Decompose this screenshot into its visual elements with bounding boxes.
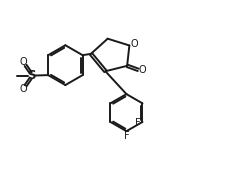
Text: O: O (19, 57, 27, 67)
Text: F: F (123, 131, 129, 141)
Text: S: S (27, 69, 36, 82)
Text: O: O (138, 65, 146, 75)
Text: O: O (130, 39, 137, 49)
Text: O: O (19, 84, 27, 94)
Text: F: F (134, 118, 140, 128)
